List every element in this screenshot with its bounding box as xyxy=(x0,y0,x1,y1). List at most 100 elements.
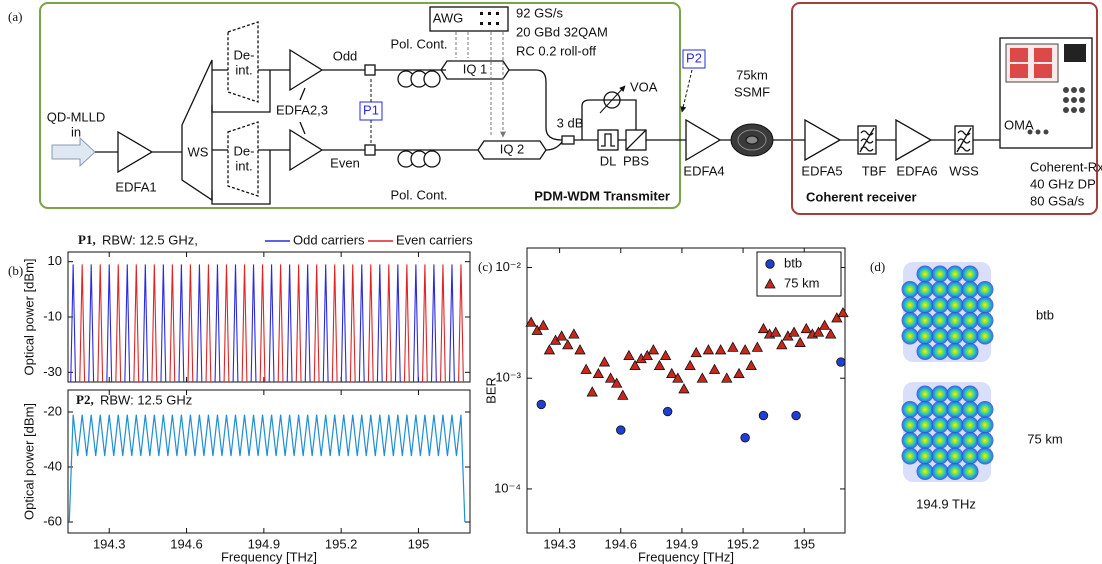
constellation-point xyxy=(916,265,934,283)
carrier-line xyxy=(286,264,293,383)
constellation-point xyxy=(916,447,934,465)
carrier-line xyxy=(439,264,446,383)
point xyxy=(653,359,666,371)
carrier-line xyxy=(187,264,194,383)
constellation-point xyxy=(946,432,964,449)
constellation-point xyxy=(976,401,994,418)
carrier-line xyxy=(358,264,365,383)
p1-label: P1 xyxy=(363,102,379,117)
constellation-point xyxy=(901,416,919,434)
delay-symbol xyxy=(601,133,615,147)
carrier-line xyxy=(151,264,158,383)
carrier-line xyxy=(106,264,113,383)
carrier-line xyxy=(412,264,419,383)
carrier-line xyxy=(458,264,464,383)
carrier-line xyxy=(277,264,284,383)
constellation-point xyxy=(961,463,979,480)
tbf-label: TBF xyxy=(862,163,887,178)
iq2-label: IQ 2 xyxy=(500,141,525,156)
oma-instrument xyxy=(999,37,1093,149)
y-axis-label: BER xyxy=(483,377,498,404)
carrier-line xyxy=(394,264,401,383)
constellation-point xyxy=(961,296,979,314)
constellation-point xyxy=(931,296,949,314)
chart-label: P1, xyxy=(78,232,96,247)
carrier-line xyxy=(223,264,230,383)
point xyxy=(647,344,660,355)
plot-frame xyxy=(526,247,846,534)
y-tick-label: 10 xyxy=(48,253,62,268)
point xyxy=(562,339,574,350)
deint-label: int. xyxy=(235,62,252,77)
iq1-label: IQ 1 xyxy=(463,61,488,76)
legend-label: 75 km xyxy=(784,275,819,290)
fiber-line xyxy=(509,69,563,151)
point xyxy=(555,330,568,341)
x-axis-label: Frequency [THz] xyxy=(638,549,734,564)
point xyxy=(714,344,727,355)
legend-label: btb xyxy=(784,255,802,270)
dl-label: DL xyxy=(600,153,617,168)
carrier-line xyxy=(88,264,95,383)
voa-arrow xyxy=(599,85,626,114)
ws-label: WS xyxy=(188,144,209,159)
pbs-diagonal xyxy=(625,129,647,151)
point xyxy=(733,367,745,379)
point xyxy=(586,386,598,397)
fiber-label: 75km xyxy=(736,67,768,82)
amplifier xyxy=(117,130,154,174)
point xyxy=(629,359,641,371)
constellation-point xyxy=(901,281,919,298)
carrier-line xyxy=(376,264,383,383)
carrier-line xyxy=(304,264,311,383)
legend-marker xyxy=(765,259,775,269)
carrier-line xyxy=(79,264,86,383)
point xyxy=(536,399,546,410)
x-tick-label: 195.2 xyxy=(325,536,358,551)
point xyxy=(721,372,733,383)
constellation-point xyxy=(916,312,934,329)
point xyxy=(745,359,757,371)
pbs xyxy=(625,129,647,151)
carrier-line xyxy=(232,264,239,383)
constellations xyxy=(901,262,994,482)
edfa5-label: EDFA5 xyxy=(801,163,842,178)
carrier-line xyxy=(160,264,167,383)
point xyxy=(757,322,770,334)
constellation-point xyxy=(961,401,979,418)
constellation-point xyxy=(901,447,919,465)
point xyxy=(758,410,769,421)
constellation-point xyxy=(961,312,979,329)
constellation-point xyxy=(916,327,934,345)
iq-modulator xyxy=(477,140,547,160)
constellation-point xyxy=(976,296,994,314)
panel-label: (c) xyxy=(478,259,492,274)
constellation-point xyxy=(961,432,979,449)
constellation-point xyxy=(931,432,949,449)
awg-spec: RC 0.2 roll-off xyxy=(516,43,596,58)
y-axis-label: Optical power [dBm] xyxy=(21,258,36,375)
carrier-line xyxy=(322,264,329,383)
oma-screen-dots xyxy=(1010,48,1052,78)
amplifier xyxy=(289,128,324,172)
constellation-point xyxy=(931,416,949,434)
constellation-point xyxy=(916,296,934,314)
p2-box xyxy=(682,49,706,69)
point xyxy=(525,316,537,327)
constellation-point xyxy=(946,385,964,403)
fiber-line xyxy=(211,69,290,205)
point xyxy=(800,322,812,334)
constellation-point xyxy=(976,432,994,449)
x-tick-label: 194.6 xyxy=(170,536,203,551)
amplifier xyxy=(289,48,324,92)
oma-panel xyxy=(1064,44,1086,62)
oma-knobs xyxy=(1027,87,1085,135)
polarization-controller xyxy=(397,70,441,168)
constellation-point xyxy=(931,327,949,345)
panel-label: (b) xyxy=(8,263,23,278)
point xyxy=(666,367,678,379)
awg-spec: 92 GS/s xyxy=(516,5,563,20)
chart-subtitle: RBW: 12.5 GHz, xyxy=(102,232,198,247)
